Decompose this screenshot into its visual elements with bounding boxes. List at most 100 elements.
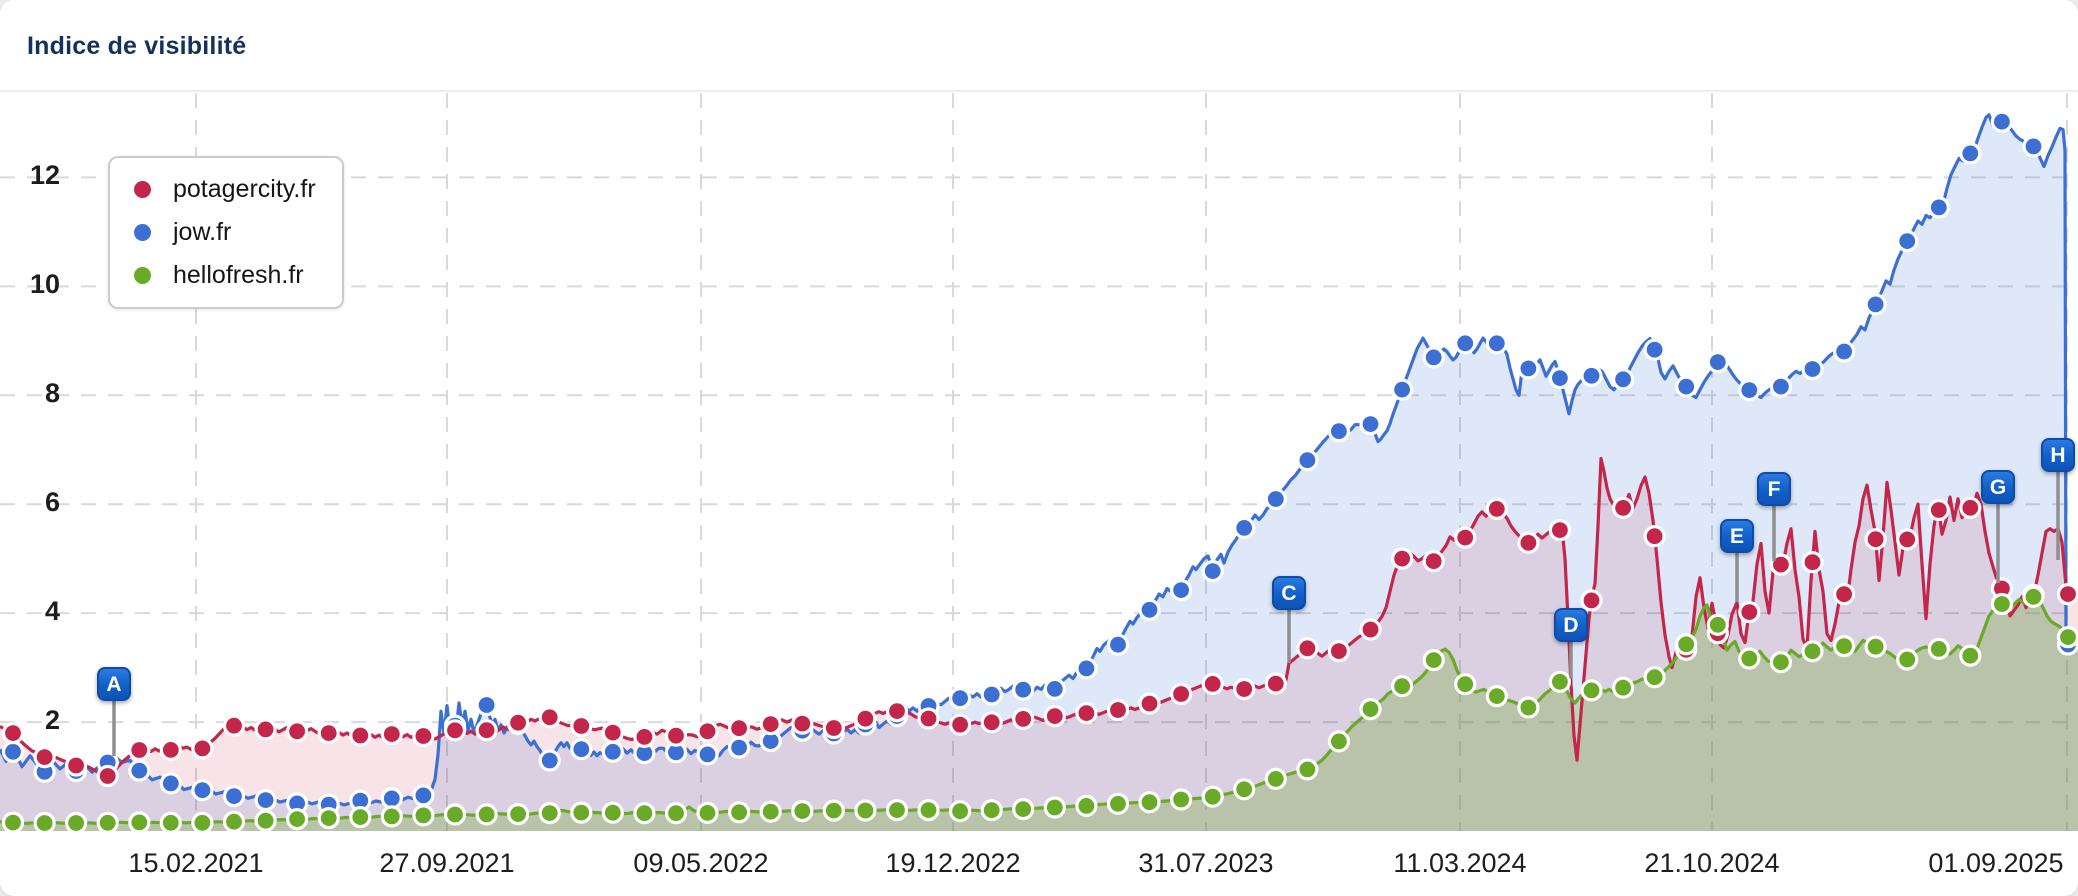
legend-item-potagercity[interactable]: potagercity.fr [134,175,316,204]
data-point-potagercity.fr[interactable] [1106,698,1130,722]
data-point-potagercity.fr[interactable] [1043,704,1066,728]
data-point-hellofresh.fr[interactable] [1580,679,1603,702]
data-point-potagercity.fr[interactable] [1233,677,1256,701]
data-point-hellofresh.fr[interactable] [1548,670,1572,693]
data-point-jow.fr[interactable] [1738,379,1761,402]
data-point-hellofresh.fr[interactable] [1959,644,1982,667]
data-point-jow.fr[interactable] [1075,657,1098,680]
data-point-potagercity.fr[interactable] [1012,707,1035,731]
data-point-potagercity.fr[interactable] [443,719,467,742]
data-point-potagercity.fr[interactable] [1927,498,1950,522]
data-point-hellofresh.fr[interactable] [1927,637,1950,661]
data-point-jow.fr[interactable] [1675,375,1698,398]
data-point-hellofresh.fr[interactable] [1012,797,1035,821]
data-point-potagercity.fr[interactable] [317,721,340,745]
data-point-potagercity.fr[interactable] [1296,637,1319,660]
data-point-potagercity.fr[interactable] [1864,528,1887,551]
data-point-potagercity.fr[interactable] [1264,672,1287,695]
data-point-potagercity.fr[interactable] [917,707,940,730]
data-point-potagercity.fr[interactable] [64,754,88,777]
data-point-jow.fr[interactable] [1138,598,1161,621]
data-point-potagercity.fr[interactable] [1896,528,1919,551]
event-pin-E[interactable]: E [1720,519,1754,553]
data-point-hellofresh.fr[interactable] [1675,633,1698,656]
data-point-jow.fr[interactable] [601,740,624,763]
data-point-jow.fr[interactable] [1390,378,1414,401]
data-point-potagercity.fr[interactable] [2056,583,2078,606]
data-point-hellofresh.fr[interactable] [696,801,719,825]
data-point-jow.fr[interactable] [412,784,435,807]
data-point-jow.fr[interactable] [948,687,972,710]
data-point-jow.fr[interactable] [1611,368,1635,391]
data-point-potagercity.fr[interactable] [759,712,782,736]
data-point-hellofresh.fr[interactable] [1832,634,1856,658]
data-point-hellofresh.fr[interactable] [1738,647,1761,670]
data-point-potagercity.fr[interactable] [538,706,561,729]
data-point-potagercity.fr[interactable] [475,719,498,742]
data-point-potagercity.fr[interactable] [128,738,151,762]
data-point-hellofresh.fr[interactable] [286,807,309,831]
data-point-potagercity.fr[interactable] [948,713,972,736]
data-point-hellofresh.fr[interactable] [1359,697,1382,721]
data-point-hellofresh.fr[interactable] [980,799,1003,822]
data-point-potagercity.fr[interactable] [1611,496,1635,519]
data-point-hellofresh.fr[interactable] [1138,791,1161,814]
data-point-potagercity.fr[interactable] [1769,553,1793,576]
data-point-hellofresh.fr[interactable] [570,801,593,824]
data-point-potagercity.fr[interactable] [1327,639,1351,663]
data-point-hellofresh.fr[interactable] [885,798,909,822]
data-point-potagercity.fr[interactable] [191,737,214,760]
data-point-jow.fr[interactable] [1706,351,1729,374]
data-point-jow.fr[interactable] [1832,340,1856,363]
data-point-jow.fr[interactable] [1201,559,1224,583]
data-point-hellofresh.fr[interactable] [1201,785,1224,808]
data-point-jow.fr[interactable] [1422,346,1445,369]
data-point-jow.fr[interactable] [1264,487,1287,511]
data-point-jow.fr[interactable] [980,683,1003,706]
data-point-hellofresh.fr[interactable] [854,799,877,822]
data-point-hellofresh.fr[interactable] [1233,778,1256,801]
data-point-potagercity.fr[interactable] [727,717,751,740]
data-point-hellofresh.fr[interactable] [222,810,246,833]
data-point-potagercity.fr[interactable] [633,725,656,749]
data-point-jow.fr[interactable] [254,788,277,812]
data-point-jow.fr[interactable] [380,787,403,810]
data-point-hellofresh.fr[interactable] [1485,684,1508,708]
data-point-potagercity.fr[interactable] [1643,525,1666,548]
data-point-hellofresh.fr[interactable] [191,811,214,834]
legend-item-jow[interactable]: jow.fr [134,218,316,247]
data-point-potagercity.fr[interactable] [254,718,277,741]
data-point-hellofresh.fr[interactable] [664,802,688,825]
data-point-hellofresh.fr[interactable] [917,798,940,822]
data-point-potagercity.fr[interactable] [1138,692,1161,715]
data-point-potagercity.fr[interactable] [664,724,688,747]
data-point-potagercity.fr[interactable] [1517,531,1540,554]
data-point-potagercity.fr[interactable] [380,722,403,746]
data-point-hellofresh.fr[interactable] [2056,626,2078,649]
data-point-jow.fr[interactable] [1864,293,1887,316]
event-pin-F[interactable]: F [1757,472,1791,506]
data-point-hellofresh.fr[interactable] [759,800,782,823]
data-point-hellofresh.fr[interactable] [254,809,277,832]
data-point-jow.fr[interactable] [1643,338,1666,361]
data-point-hellofresh.fr[interactable] [1706,613,1729,636]
data-point-hellofresh.fr[interactable] [1075,794,1098,818]
data-point-jow.fr[interactable] [1169,578,1193,602]
data-point-jow.fr[interactable] [1769,375,1793,398]
data-point-jow.fr[interactable] [1454,332,1477,355]
data-point-jow.fr[interactable] [191,779,214,802]
data-point-potagercity.fr[interactable] [885,699,909,723]
data-point-hellofresh.fr[interactable] [791,799,814,823]
data-point-potagercity.fr[interactable] [1169,682,1193,706]
data-point-potagercity.fr[interactable] [791,712,814,735]
data-point-jow.fr[interactable] [1927,196,1950,219]
data-point-jow.fr[interactable] [1,740,25,763]
data-point-potagercity.fr[interactable] [33,745,56,769]
event-pin-D[interactable]: D [1554,608,1588,642]
data-point-jow.fr[interactable] [1990,110,2014,133]
data-point-hellofresh.fr[interactable] [159,811,182,834]
data-point-hellofresh.fr[interactable] [380,805,403,828]
data-point-hellofresh.fr[interactable] [349,805,372,829]
event-pin-A[interactable]: A [97,667,131,701]
data-point-hellofresh.fr[interactable] [633,802,656,825]
